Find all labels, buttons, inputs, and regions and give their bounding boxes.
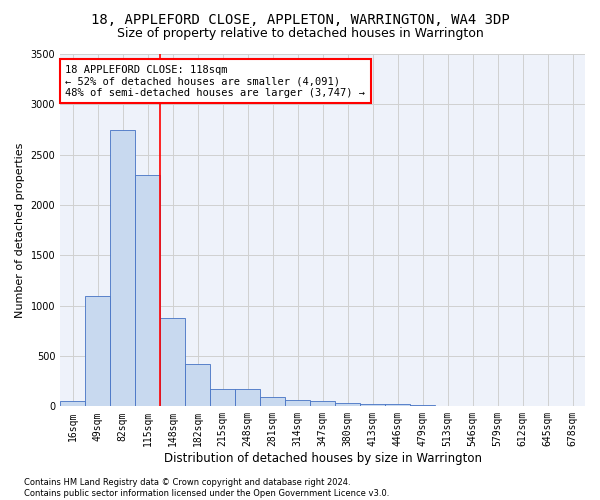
- Bar: [110, 130, 135, 406]
- Bar: [210, 389, 235, 406]
- Bar: [85, 296, 110, 406]
- Bar: [60, 402, 85, 406]
- Bar: [335, 404, 360, 406]
- Bar: [310, 402, 335, 406]
- Bar: [185, 364, 210, 406]
- Bar: [360, 404, 385, 406]
- Text: 18, APPLEFORD CLOSE, APPLETON, WARRINGTON, WA4 3DP: 18, APPLEFORD CLOSE, APPLETON, WARRINGTO…: [91, 12, 509, 26]
- Text: 18 APPLEFORD CLOSE: 118sqm
← 52% of detached houses are smaller (4,091)
48% of s: 18 APPLEFORD CLOSE: 118sqm ← 52% of deta…: [65, 64, 365, 98]
- Y-axis label: Number of detached properties: Number of detached properties: [15, 142, 25, 318]
- X-axis label: Distribution of detached houses by size in Warrington: Distribution of detached houses by size …: [164, 452, 482, 465]
- Bar: [160, 318, 185, 406]
- Text: Contains HM Land Registry data © Crown copyright and database right 2024.
Contai: Contains HM Land Registry data © Crown c…: [24, 478, 389, 498]
- Bar: [135, 175, 160, 406]
- Bar: [385, 404, 410, 406]
- Bar: [260, 398, 285, 406]
- Text: Size of property relative to detached houses in Warrington: Size of property relative to detached ho…: [116, 28, 484, 40]
- Bar: [285, 400, 310, 406]
- Bar: [235, 389, 260, 406]
